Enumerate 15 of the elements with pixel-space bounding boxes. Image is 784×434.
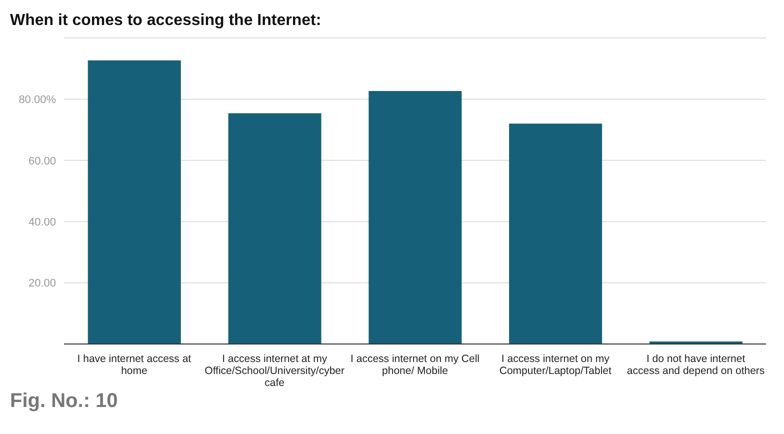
bar: [368, 90, 462, 344]
bar: [509, 124, 602, 344]
x-tick-label: I have internet access at home: [77, 353, 192, 377]
text: Fig. No.: 10: [9, 390, 119, 413]
bar: [228, 113, 322, 344]
bar: [88, 60, 181, 344]
x-tick-label: I do not have internet access and depend on others: [626, 353, 765, 377]
y-tick-label: 40.00: [28, 216, 56, 229]
x-tick-label: I access internet on my Computer/Laptop/Tablet: [499, 353, 612, 377]
y-tick-label: 60.00: [28, 155, 56, 168]
y-tick-label: 80.00%: [18, 94, 56, 106]
y-tick-label: 20.00: [28, 278, 56, 290]
x-tick-label: I access internet at my Office/School/University/cyber cafe: [204, 353, 346, 389]
x-tick-label: I access internet on my Cell phone/ Mobile: [350, 353, 480, 377]
chart-title: When it comes to accessing the Internet:: [9, 11, 322, 30]
